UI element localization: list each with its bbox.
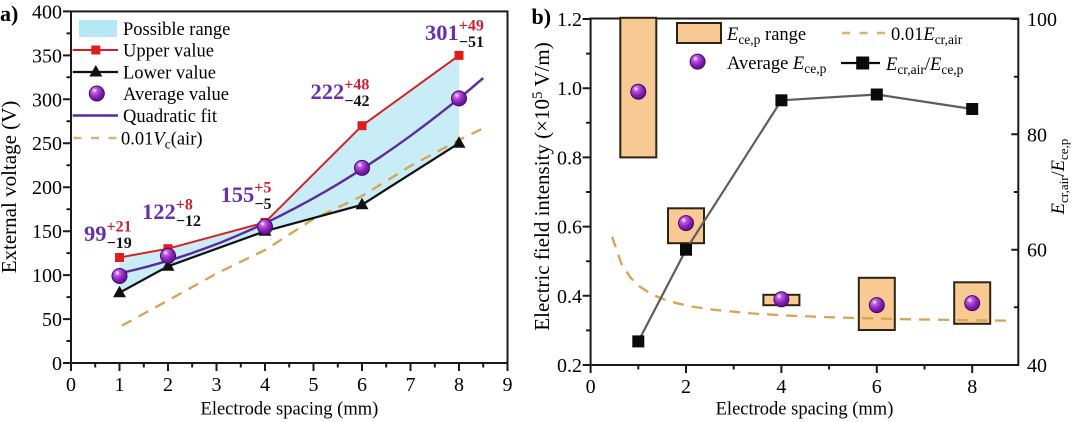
svg-text:6: 6 — [872, 376, 882, 398]
svg-text:−42: −42 — [344, 93, 369, 110]
svg-text:Electrode spacing (mm): Electrode spacing (mm) — [716, 400, 894, 420]
svg-text:Average Ece,p: Average Ece,p — [727, 54, 827, 76]
svg-text:b): b) — [532, 4, 552, 29]
svg-text:−51: −51 — [459, 34, 484, 51]
svg-text:Average value: Average value — [123, 85, 229, 105]
svg-text:−12: −12 — [176, 213, 201, 230]
svg-text:5: 5 — [309, 374, 319, 396]
svg-text:1.0: 1.0 — [557, 78, 582, 100]
svg-text:0.2: 0.2 — [557, 355, 582, 377]
svg-text:100: 100 — [1027, 9, 1057, 31]
svg-text:0: 0 — [66, 374, 76, 396]
svg-text:Ecr,air/Ece,p: Ecr,air/Ece,p — [1049, 139, 1071, 216]
svg-text:−19: −19 — [107, 235, 132, 252]
svg-text:Ece,p range: Ece,p range — [726, 25, 806, 47]
svg-text:Electric field intensity (×105: Electric field intensity (×105 V/m) — [530, 42, 554, 330]
svg-text:Upper value: Upper value — [123, 42, 214, 62]
svg-text:7: 7 — [406, 374, 416, 396]
svg-text:200: 200 — [32, 177, 62, 199]
svg-text:350: 350 — [32, 45, 62, 67]
svg-text:0.4: 0.4 — [557, 286, 582, 308]
svg-text:2: 2 — [163, 374, 173, 396]
svg-text:50: 50 — [42, 309, 62, 331]
svg-text:0: 0 — [586, 376, 596, 398]
svg-text:−5: −5 — [254, 196, 271, 213]
svg-text:0.01Vc(air): 0.01Vc(air) — [121, 130, 203, 152]
svg-text:250: 250 — [32, 133, 62, 155]
svg-text:a): a) — [0, 1, 18, 26]
svg-text:External voltage (V): External voltage (V) — [0, 101, 21, 274]
svg-text:3: 3 — [212, 374, 222, 396]
svg-text:8: 8 — [967, 376, 977, 398]
svg-text:0.6: 0.6 — [557, 217, 582, 239]
svg-text:8: 8 — [454, 374, 464, 396]
svg-text:Quadratic fit: Quadratic fit — [123, 107, 218, 127]
svg-text:100: 100 — [32, 265, 62, 287]
svg-text:60: 60 — [1027, 240, 1047, 262]
svg-text:40: 40 — [1027, 355, 1047, 377]
svg-text:4: 4 — [776, 376, 786, 398]
svg-text:1: 1 — [115, 374, 125, 396]
svg-text:2: 2 — [681, 376, 691, 398]
svg-text:150: 150 — [32, 221, 62, 243]
svg-text:0: 0 — [52, 353, 62, 375]
svg-text:Ecr,air/Ece,p: Ecr,air/Ece,p — [885, 55, 964, 77]
svg-text:Electrode spacing (mm): Electrode spacing (mm) — [201, 400, 379, 420]
svg-text:6: 6 — [357, 374, 367, 396]
svg-text:4: 4 — [260, 374, 270, 396]
svg-text:1.2: 1.2 — [557, 9, 582, 31]
svg-text:80: 80 — [1027, 124, 1047, 146]
svg-text:9: 9 — [503, 374, 513, 396]
svg-text:400: 400 — [32, 1, 62, 23]
svg-text:0.8: 0.8 — [557, 147, 582, 169]
svg-text:Lower value: Lower value — [123, 64, 216, 84]
svg-text:300: 300 — [32, 89, 62, 111]
svg-text:Possible range: Possible range — [123, 20, 230, 40]
